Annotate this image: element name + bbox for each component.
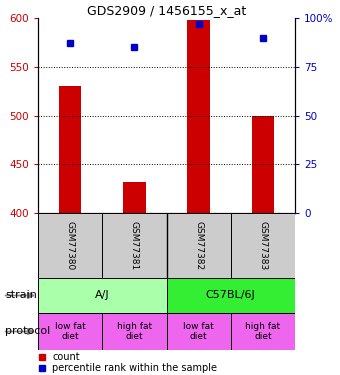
Text: high fat
diet: high fat diet — [117, 322, 152, 341]
Bar — [102, 313, 167, 350]
Text: C57BL/6J: C57BL/6J — [206, 291, 256, 300]
Text: percentile rank within the sample: percentile rank within the sample — [52, 363, 217, 373]
Bar — [123, 182, 146, 213]
Text: protocol: protocol — [5, 327, 50, 336]
Bar — [38, 313, 102, 350]
Bar — [102, 213, 167, 278]
Text: GSM77380: GSM77380 — [66, 221, 74, 270]
Bar — [38, 278, 167, 313]
Text: GSM77382: GSM77382 — [194, 221, 203, 270]
Text: count: count — [52, 352, 80, 362]
Bar — [231, 313, 295, 350]
Bar — [231, 213, 295, 278]
Bar — [167, 213, 231, 278]
Text: high fat
diet: high fat diet — [245, 322, 280, 341]
Text: low fat
diet: low fat diet — [183, 322, 214, 341]
Text: GSM77383: GSM77383 — [258, 221, 267, 270]
Bar — [187, 20, 210, 213]
Text: low fat
diet: low fat diet — [55, 322, 85, 341]
Text: strain: strain — [5, 291, 37, 300]
Bar — [167, 278, 295, 313]
Title: GDS2909 / 1456155_x_at: GDS2909 / 1456155_x_at — [87, 4, 246, 17]
Bar — [59, 86, 81, 213]
Text: GSM77381: GSM77381 — [130, 221, 139, 270]
Bar — [38, 213, 102, 278]
Text: A/J: A/J — [95, 291, 109, 300]
Bar — [252, 116, 274, 213]
Bar — [167, 313, 231, 350]
